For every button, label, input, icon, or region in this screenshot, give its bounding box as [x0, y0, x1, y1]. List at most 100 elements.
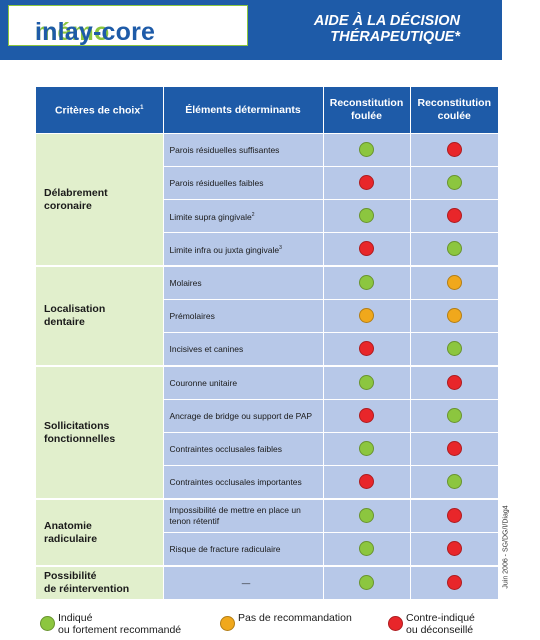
table-row: Risque de fracture radiculaire [36, 532, 498, 567]
element-text: — [241, 577, 251, 588]
element-cell: Parois résiduelles faibles [163, 166, 324, 200]
title-line-1: AIDE À LA DÉCISION [313, 13, 460, 29]
coulee-rating-cell [410, 232, 498, 267]
table-row: Ancrage de bridge ou support de PAP [36, 399, 498, 433]
red-dot-icon [446, 508, 462, 524]
red-dot-icon [359, 341, 374, 357]
element-cell: Limite infra ou juxta gingivale3 [163, 232, 324, 267]
criteria-label: Anatomie [44, 519, 92, 532]
criteria-cell: Possibilité de réintervention [36, 566, 164, 601]
element-cell: Molaires [163, 266, 324, 300]
date-reference: Juin 2006 - SG/DG/I/Diag4 [502, 505, 510, 589]
criteria-label: coronaire [44, 199, 92, 212]
foulee-rating-cell [323, 133, 411, 167]
logo-part-product: inlay-core [35, 18, 156, 46]
foulee-rating-cell [323, 465, 411, 500]
table-header-row: Critères de choix1 Éléments déterminants… [36, 87, 498, 134]
criteria-label: Délabrement [44, 186, 108, 199]
red-dot-icon [446, 208, 462, 224]
header-reconstitution-foulee: Reconstitution foulée [323, 87, 411, 134]
red-dot-icon [446, 375, 462, 391]
green-dot-icon [359, 275, 374, 291]
criteria-label: de réintervention [44, 583, 130, 595]
green-dot-icon [359, 508, 374, 524]
table-row: Délabrement coronaire Parois résiduelles s… [36, 133, 498, 267]
coulee-rating-cell [410, 133, 498, 167]
criteria-label: Localisation [44, 303, 106, 315]
element-text: Molaires [169, 277, 202, 288]
element-cell: Parois résiduelles suffisantes [163, 133, 324, 167]
foulee-rating-cell [323, 499, 411, 533]
green-dot-icon [446, 175, 462, 191]
table-row: Prémolaires [36, 299, 498, 333]
criteria-label: Sollicitations [44, 419, 110, 432]
element-cell: Limite supra gingivale2 [163, 199, 324, 233]
red-dot-icon [446, 575, 462, 591]
red-dot-icon [359, 474, 374, 490]
element-text: Limite infra ou juxta gingivale [169, 244, 280, 255]
element-text: Parois résiduelles suffisantes [169, 144, 280, 155]
foulee-rating-cell [323, 266, 411, 300]
header-reconstitution-coulee: Reconstitution coulée [410, 87, 498, 134]
header-elements: Éléments déterminants [163, 87, 324, 134]
foulee-rating-cell [323, 532, 411, 567]
coulee-rating-cell [410, 299, 498, 333]
brand-logo: mémo inlay-core [8, 5, 248, 46]
red-dot-icon [446, 441, 462, 457]
element-cell: Contraintes occlusales importantes [163, 465, 324, 500]
coulee-rating-cell [410, 332, 498, 367]
foulee-rating-cell [323, 299, 411, 333]
table-row: Sollicitations fonctionnelles Couronne uni… [36, 366, 498, 500]
element-cell: Ancrage de bridge ou support de PAP [163, 399, 324, 433]
green-dot-icon [446, 408, 462, 424]
coulee-rating-cell [410, 399, 498, 433]
element-text: Prémolaires [169, 310, 215, 321]
orange-dot-icon [220, 616, 235, 631]
red-dot-icon [359, 408, 374, 424]
element-cell: Risque de fracture radiculaire [163, 532, 324, 567]
green-dot-icon [359, 575, 374, 591]
criteria-label: dentaire [44, 316, 85, 328]
header-banner: mémo inlay-core AIDE À LA DÉCISION THÉRAP… [0, 0, 502, 60]
element-text: Contraintes occlusales importantes [169, 476, 302, 487]
coulee-rating-cell [410, 166, 498, 200]
table-row: Limite infra ou juxta gingivale3 [36, 232, 498, 267]
foulee-rating-cell [323, 332, 411, 367]
green-dot-icon [359, 375, 374, 391]
table-row: Incisives et canines [36, 332, 498, 367]
element-text: Impossibilité de mettre en place un teno… [169, 505, 301, 526]
foulee-rating-cell [323, 566, 411, 601]
criteria-cell: Délabrement coronaire [36, 133, 164, 267]
element-cell: Impossibilité de mettre en place un teno… [163, 499, 324, 533]
criteria-label: fonctionnelles [44, 432, 116, 445]
page-title: AIDE À LA DÉCISION THÉRAPEUTIQUE* [314, 13, 460, 45]
table-row: Limite supra gingivale2 [36, 199, 498, 233]
element-text: Contraintes occlusales faibles [169, 443, 282, 454]
element-text: Parois résiduelles faibles [169, 177, 264, 188]
legend: Indiqué ou fortement recommandé Pas de re… [40, 612, 500, 640]
criteria-label: radiculaire [44, 532, 98, 545]
title-line-2: THÉRAPEUTIQUE* [330, 29, 460, 45]
green-dot-icon [359, 441, 374, 457]
green-dot-icon [359, 541, 374, 557]
red-dot-icon [359, 241, 374, 257]
foulee-rating-cell [323, 232, 411, 267]
element-text: Ancrage de bridge ou support de PAP [169, 410, 313, 421]
table-row: Anatomie radiculaire Impossibilité de mett… [36, 499, 498, 567]
green-dot-icon [446, 341, 462, 357]
foulee-rating-cell [323, 199, 411, 233]
coulee-rating-cell [410, 532, 498, 567]
red-dot-icon [359, 175, 374, 191]
element-text: Limite supra gingivale [169, 211, 252, 222]
coulee-rating-cell [410, 266, 498, 300]
table-row: Localisation dentaire Molaires [36, 266, 498, 367]
criteria-cell: Localisation dentaire [36, 266, 164, 367]
decision-table: Critères de choix1 Éléments déterminants… [36, 87, 498, 601]
coulee-rating-cell [410, 199, 498, 233]
coulee-rating-cell [410, 432, 498, 466]
orange-dot-icon [359, 308, 374, 324]
criteria-label: Possibilité [44, 570, 97, 582]
criteria-cell: Sollicitations fonctionnelles [36, 366, 164, 500]
element-text: Incisives et canines [169, 343, 244, 354]
green-dot-icon [40, 616, 55, 631]
